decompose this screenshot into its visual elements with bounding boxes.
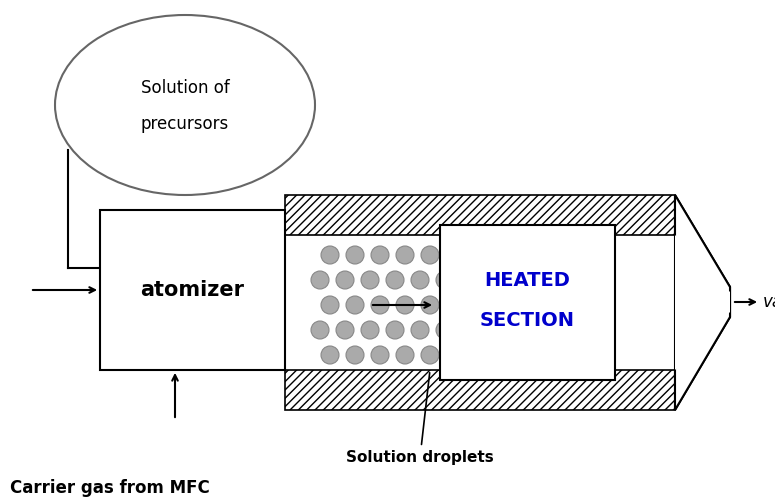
- Ellipse shape: [396, 296, 414, 314]
- Text: HEATED: HEATED: [484, 272, 570, 291]
- Bar: [285, 195, 675, 235]
- Ellipse shape: [421, 346, 439, 364]
- Text: vapor: vapor: [763, 293, 775, 311]
- Ellipse shape: [396, 346, 414, 364]
- Ellipse shape: [446, 346, 464, 364]
- Ellipse shape: [386, 271, 404, 289]
- Polygon shape: [675, 195, 730, 410]
- Ellipse shape: [55, 15, 315, 195]
- Polygon shape: [675, 235, 730, 370]
- Text: Solution droplets: Solution droplets: [346, 373, 494, 465]
- Ellipse shape: [411, 271, 429, 289]
- Text: Carrier gas from MFC: Carrier gas from MFC: [10, 479, 210, 497]
- Bar: [440, 225, 615, 380]
- Ellipse shape: [346, 296, 364, 314]
- Ellipse shape: [361, 271, 379, 289]
- Ellipse shape: [436, 321, 454, 339]
- Ellipse shape: [371, 246, 389, 264]
- Ellipse shape: [311, 271, 329, 289]
- Ellipse shape: [436, 271, 454, 289]
- Ellipse shape: [386, 321, 404, 339]
- Ellipse shape: [446, 246, 464, 264]
- Ellipse shape: [336, 321, 354, 339]
- Text: Solution of: Solution of: [140, 79, 229, 97]
- Ellipse shape: [321, 246, 339, 264]
- Ellipse shape: [371, 346, 389, 364]
- Ellipse shape: [421, 246, 439, 264]
- Text: SECTION: SECTION: [480, 311, 575, 330]
- Polygon shape: [675, 195, 730, 410]
- Ellipse shape: [411, 321, 429, 339]
- Ellipse shape: [311, 321, 329, 339]
- Ellipse shape: [346, 246, 364, 264]
- Ellipse shape: [361, 321, 379, 339]
- Ellipse shape: [421, 296, 439, 314]
- Ellipse shape: [336, 271, 354, 289]
- Ellipse shape: [396, 246, 414, 264]
- Ellipse shape: [321, 296, 339, 314]
- Text: atomizer: atomizer: [140, 280, 244, 300]
- Ellipse shape: [371, 296, 389, 314]
- Ellipse shape: [346, 346, 364, 364]
- Ellipse shape: [321, 346, 339, 364]
- Bar: [285, 370, 675, 410]
- Text: precursors: precursors: [141, 115, 229, 133]
- Bar: [100, 210, 285, 370]
